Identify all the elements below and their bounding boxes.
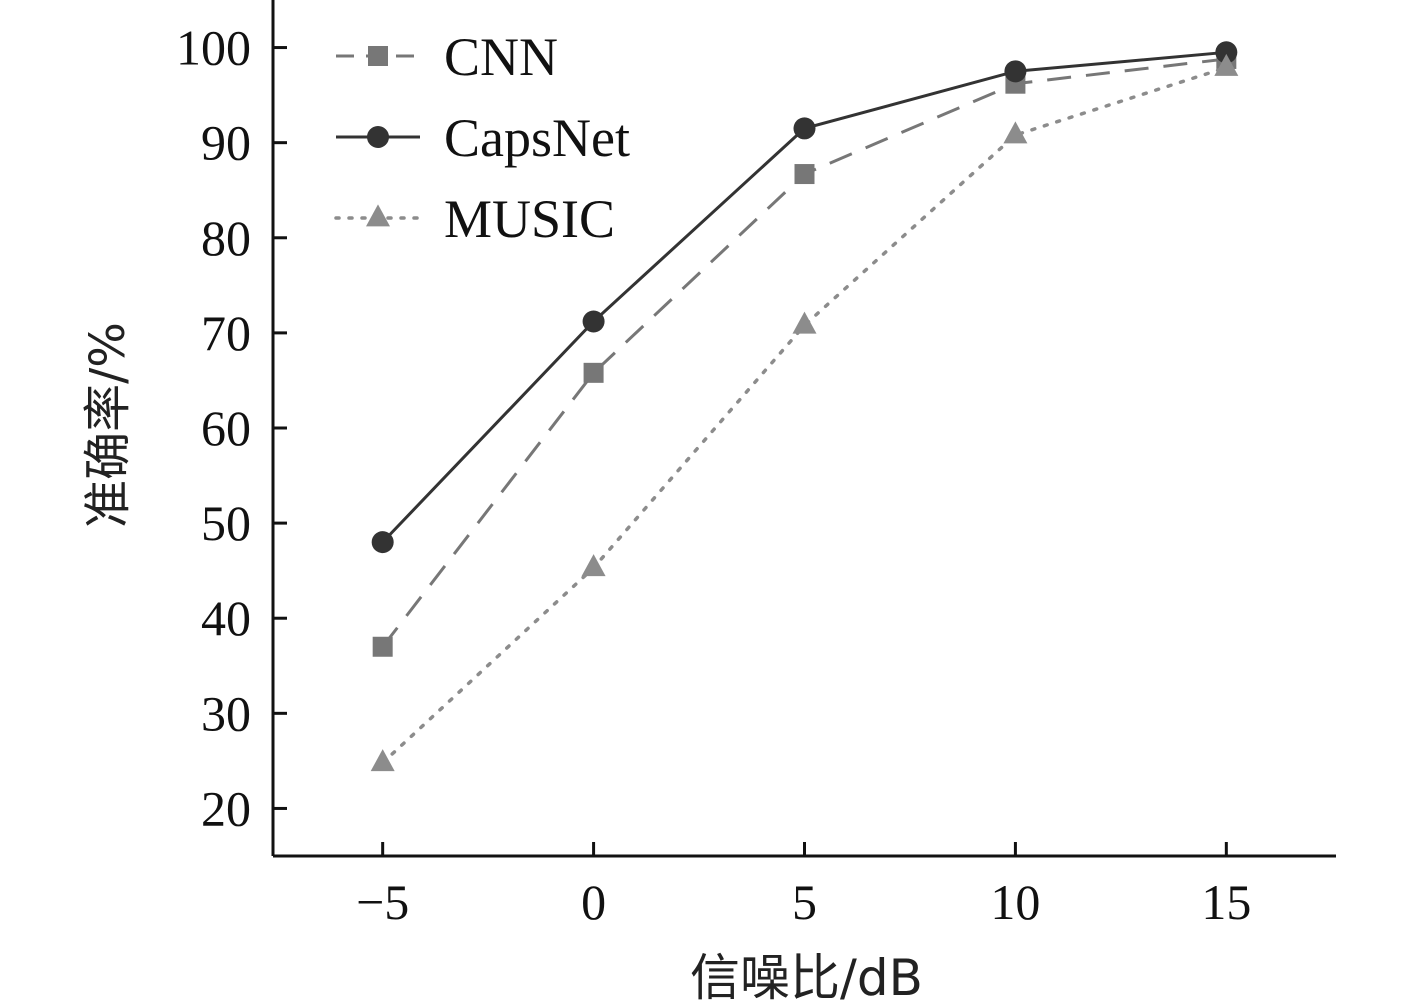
x-tick-label: 5 [792,874,817,930]
ticks: 20 30 40 50 60 70 80 90 100 −5 0 5 10 15 [176,20,1251,930]
data-point-capsnet [793,117,816,140]
y-tick-label: 100 [176,20,251,76]
y-tick-label: 70 [201,305,251,361]
x-tick-label: 15 [1201,874,1251,930]
series-music [370,53,1239,772]
legend-marker-cnn [368,46,388,66]
data-point-cnn [794,164,815,185]
y-tick-label: 50 [201,495,251,551]
y-tick-label: 20 [201,780,251,836]
y-axis-title: 准确率/% [80,322,136,528]
data-point-music [1214,53,1239,76]
legend-marker-music [366,204,390,227]
legend-item-music: MUSIC [334,189,615,249]
data-point-capsnet [1215,41,1238,64]
legend-label-music: MUSIC [444,189,615,249]
data-point-capsnet [582,310,605,333]
data-point-capsnet [1004,60,1027,83]
data-point-capsnet [371,531,394,554]
series-line-music [380,65,1229,765]
x-axis-title: 信噪比/dB [690,949,923,1003]
x-tick-label: −5 [356,874,409,930]
data-point-cnn [372,636,393,657]
legend-item-capsnet: CapsNet [336,108,630,168]
x-tick-label: 0 [581,874,606,930]
y-tick-label: 80 [201,210,251,266]
legend-marker-capsnet [367,126,389,148]
x-tick-label: 10 [990,874,1040,930]
series-capsnet [371,41,1238,554]
y-tick-label: 30 [201,685,251,741]
legend: CNN CapsNet MUSIC [334,27,630,249]
data-point-music [581,554,606,577]
legend-label-cnn: CNN [444,27,558,87]
y-tick-label: 40 [201,590,251,646]
data-point-cnn [583,362,604,383]
legend-label-capsnet: CapsNet [444,108,630,168]
y-tick-label: 60 [201,400,251,456]
series [370,41,1239,772]
legend-item-cnn: CNN [336,27,558,87]
data-point-music [792,311,817,334]
data-point-music [370,749,395,772]
y-tick-label: 90 [201,115,251,171]
data-point-music [1003,121,1028,144]
